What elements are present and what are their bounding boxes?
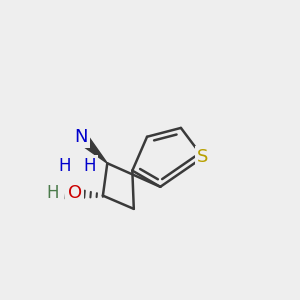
Text: O: O xyxy=(68,184,82,202)
Text: H: H xyxy=(46,184,59,202)
Text: H: H xyxy=(58,158,71,175)
Text: N: N xyxy=(74,128,88,146)
Text: S: S xyxy=(197,148,209,166)
Polygon shape xyxy=(76,132,107,163)
Text: H: H xyxy=(83,158,96,175)
